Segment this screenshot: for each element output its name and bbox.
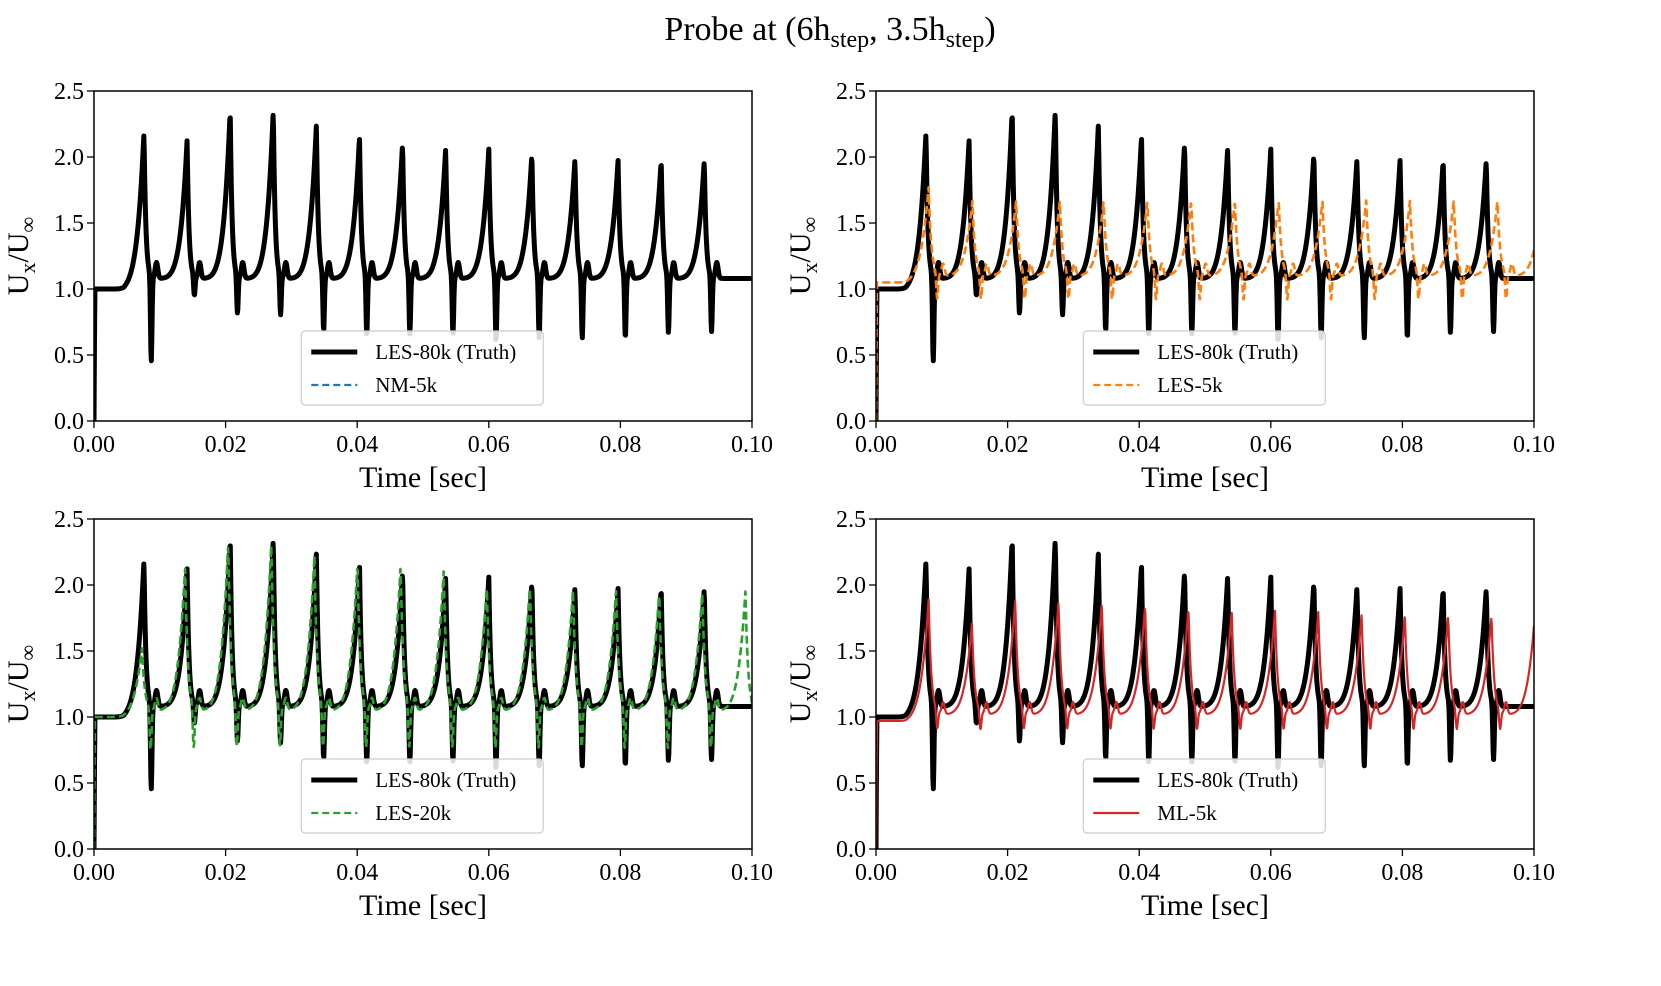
series-line-truth xyxy=(876,112,1534,421)
legend-box xyxy=(300,758,544,834)
series-line-truth xyxy=(94,112,752,421)
y-tick-label: 2.0 xyxy=(836,145,866,171)
x-tick-label: 0.04 xyxy=(336,432,378,458)
y-tick-label: 1.5 xyxy=(836,211,866,237)
legend-label: LES-80k (Truth) xyxy=(1157,340,1298,364)
y-axis-label: Ux/U∞ xyxy=(2,645,40,723)
x-tick-label: 0.00 xyxy=(73,860,115,886)
x-tick-label: 0.02 xyxy=(987,432,1029,458)
y-axis-label: Ux/U∞ xyxy=(2,217,40,295)
x-tick-label: 0.00 xyxy=(855,432,897,458)
y-axis-label: Ux/U∞ xyxy=(784,217,822,295)
y-tick-label: 1.5 xyxy=(836,639,866,665)
title-subscript: step xyxy=(946,27,985,53)
y-tick-label: 1.0 xyxy=(54,277,84,303)
x-axis-label: Time [sec] xyxy=(1141,889,1269,922)
y-tick-label: 2.0 xyxy=(836,573,866,599)
x-tick-label: 0.04 xyxy=(1118,860,1160,886)
legend-label: LES-80k (Truth) xyxy=(375,340,516,364)
legend: LES-80k (Truth) NM-5k xyxy=(300,330,544,406)
axes-frame xyxy=(93,90,753,422)
axes-frame xyxy=(875,90,1535,422)
title-part: Probe at (6h xyxy=(664,11,830,48)
series-line-les-5k xyxy=(876,186,1534,421)
y-tick-label: 1.0 xyxy=(836,277,866,303)
legend: LES-80k (Truth) LES-20k xyxy=(300,758,544,834)
axes-frame xyxy=(93,518,753,850)
axes-frame xyxy=(875,518,1535,850)
x-tick-label: 0.06 xyxy=(1250,860,1292,886)
x-axis-label: Time [sec] xyxy=(1141,461,1269,494)
x-tick-label: 0.10 xyxy=(731,432,773,458)
x-tick-label: 0.08 xyxy=(599,432,641,458)
y-tick-label: 1.5 xyxy=(54,639,84,665)
series-line-les-20k xyxy=(94,544,752,849)
legend-label: LES-80k (Truth) xyxy=(375,768,516,792)
y-tick-label: 0.5 xyxy=(836,343,866,369)
x-tick-label: 0.08 xyxy=(599,860,641,886)
y-tick-label: 1.5 xyxy=(54,211,84,237)
legend-label: LES-80k (Truth) xyxy=(1157,768,1298,792)
y-tick-label: 0.5 xyxy=(54,771,84,797)
y-axis-label: Ux/U∞ xyxy=(784,645,822,723)
x-tick-label: 0.06 xyxy=(1250,432,1292,458)
y-tick-label: 2.5 xyxy=(54,507,84,533)
subplot-3: 0.00 0.02 0.04 0.06 0.08 0.10 0.0 0.5 1.0 1.5 2.0 2… xyxy=(2,507,773,922)
legend: LES-80k (Truth) LES-5k xyxy=(1082,330,1326,406)
legend-box xyxy=(1082,758,1326,834)
x-tick-label: 0.02 xyxy=(987,860,1029,886)
x-tick-label: 0.04 xyxy=(1118,432,1160,458)
y-tick-label: 2.0 xyxy=(54,145,84,171)
legend-label: ML-5k xyxy=(1157,801,1217,825)
x-tick-label: 0.06 xyxy=(468,860,510,886)
x-tick-label: 0.00 xyxy=(73,432,115,458)
legend-label: LES-20k xyxy=(375,801,451,825)
legend: LES-80k (Truth) ML-5k xyxy=(1082,758,1326,834)
x-tick-label: 0.08 xyxy=(1381,860,1423,886)
figure-title: Probe at (6hstep, 3.5hstep) xyxy=(664,11,995,53)
y-tick-label: 0.0 xyxy=(836,409,866,435)
y-tick-label: 0.0 xyxy=(54,409,84,435)
y-tick-label: 2.5 xyxy=(836,507,866,533)
y-tick-label: 2.0 xyxy=(54,573,84,599)
y-tick-label: 1.0 xyxy=(836,705,866,731)
title-subscript: step xyxy=(831,27,870,53)
y-tick-label: 2.5 xyxy=(836,79,866,105)
x-tick-label: 0.10 xyxy=(731,860,773,886)
x-tick-label: 0.06 xyxy=(468,432,510,458)
x-tick-label: 0.04 xyxy=(336,860,378,886)
y-tick-label: 2.5 xyxy=(54,79,84,105)
y-tick-label: 0.0 xyxy=(836,837,866,863)
legend-label: LES-5k xyxy=(1157,373,1223,397)
y-tick-label: 0.5 xyxy=(836,771,866,797)
y-tick-label: 1.0 xyxy=(54,705,84,731)
x-axis-label: Time [sec] xyxy=(359,461,487,494)
legend-box xyxy=(300,330,544,406)
subplot-1: 0.00 0.02 0.04 0.06 0.08 0.10 0.0 0.5 1.0 1.5 2.0 2… xyxy=(2,79,773,494)
subplot-2: 0.00 0.02 0.04 0.06 0.08 0.10 0.0 0.5 1.0 1.5 2.0 2… xyxy=(784,79,1555,494)
x-tick-label: 0.00 xyxy=(855,860,897,886)
series-line-ml-5k xyxy=(876,598,1534,849)
x-tick-label: 0.10 xyxy=(1513,432,1555,458)
x-tick-label: 0.02 xyxy=(205,860,247,886)
y-tick-label: 0.5 xyxy=(54,343,84,369)
x-axis-label: Time [sec] xyxy=(359,889,487,922)
title-part: , 3.5h xyxy=(869,11,946,48)
x-tick-label: 0.10 xyxy=(1513,860,1555,886)
title-part: ) xyxy=(984,11,995,48)
subplot-4: 0.00 0.02 0.04 0.06 0.08 0.10 0.0 0.5 1.0 1.5 2.0 2… xyxy=(784,507,1555,922)
x-tick-label: 0.02 xyxy=(205,432,247,458)
legend-box xyxy=(1082,330,1326,406)
x-tick-label: 0.08 xyxy=(1381,432,1423,458)
legend-label: NM-5k xyxy=(375,373,437,397)
y-tick-label: 0.0 xyxy=(54,837,84,863)
